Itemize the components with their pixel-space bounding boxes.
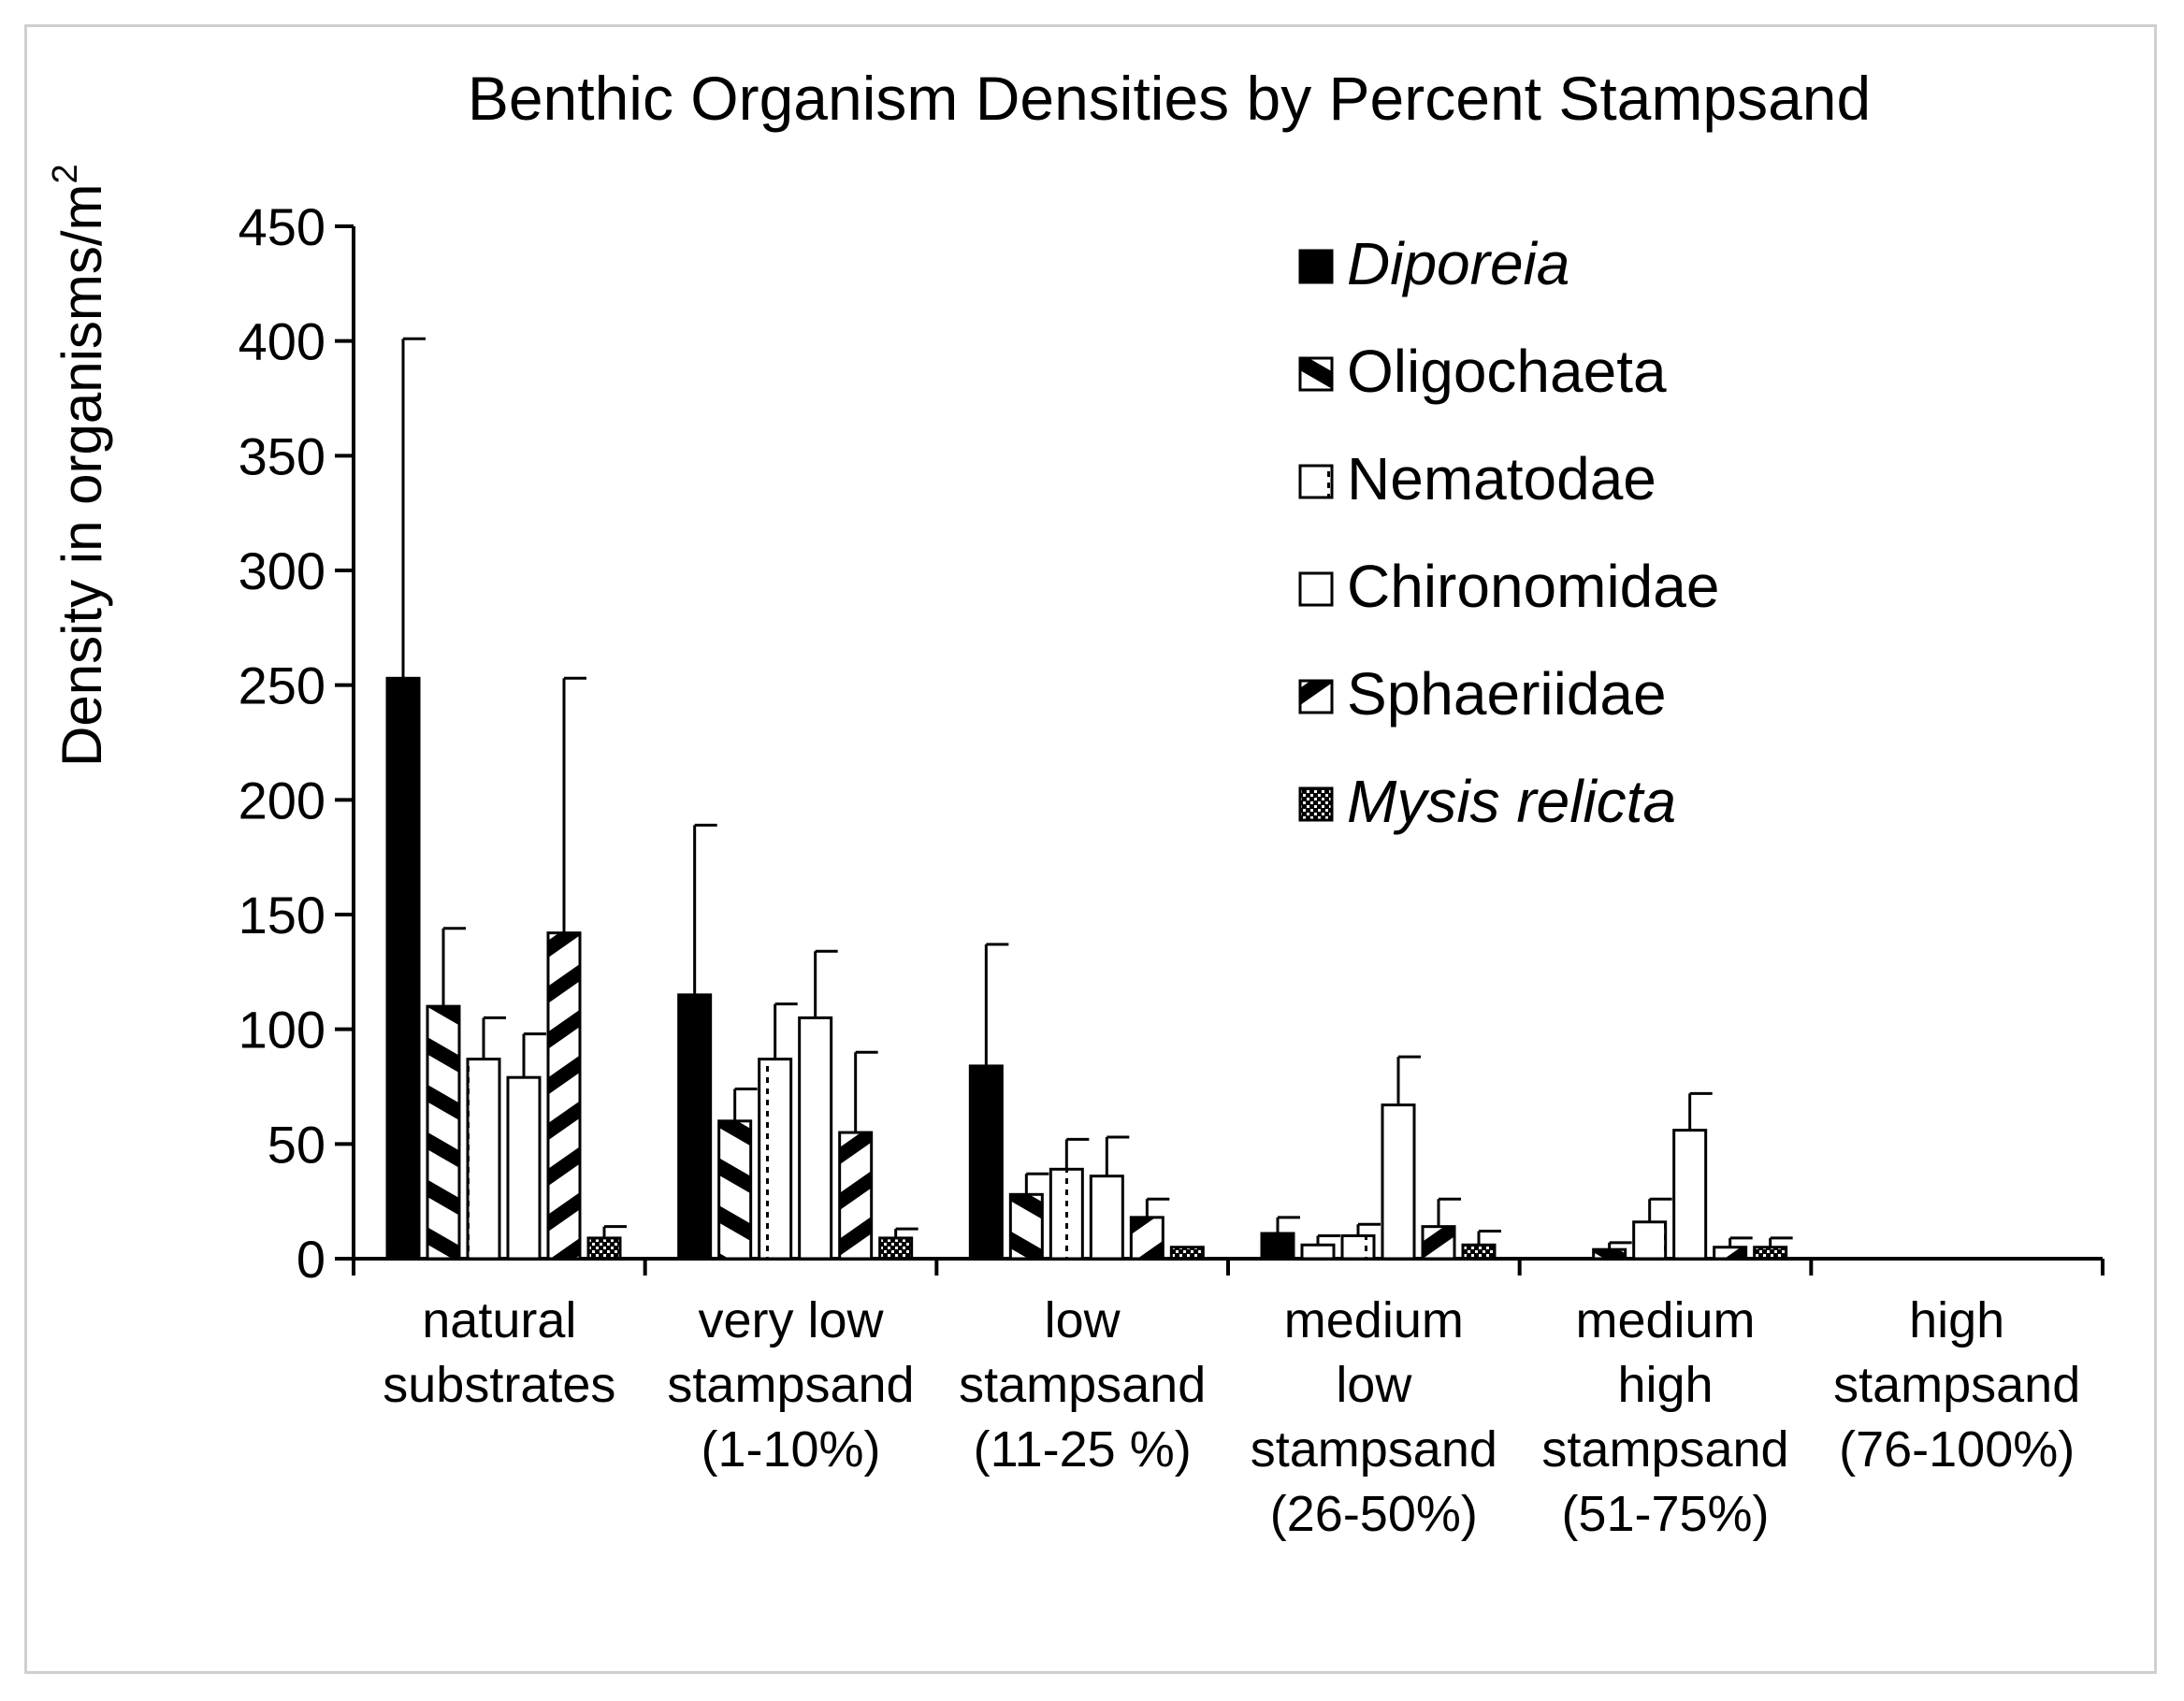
x-category-label-line: low bbox=[1045, 1292, 1121, 1348]
y-axis-label-text: Density in organisms/m bbox=[51, 183, 113, 767]
x-category-label: high stampsand (76-100%) bbox=[1833, 1292, 2080, 1478]
bar-oligochaeta bbox=[1008, 1192, 1044, 1261]
legend-label-nematodae: Nematodae bbox=[1347, 445, 1656, 512]
x-category-label-line: stampsand bbox=[1833, 1357, 2080, 1413]
legend: Diporeia Oligochaeta Nematodae Chironomidae… bbox=[1298, 230, 1719, 835]
y-axis-label-superscript: 2 bbox=[46, 164, 85, 183]
legend-label-oligochaeta: Oligochaeta bbox=[1347, 338, 1667, 405]
y-tick-label: 50 bbox=[268, 1115, 325, 1174]
x-category-label: very low stampsand (1-10%) bbox=[667, 1292, 914, 1478]
bar-nematodae bbox=[1049, 1167, 1084, 1261]
x-category-label-line: medium bbox=[1284, 1292, 1464, 1348]
chart-frame bbox=[24, 24, 2157, 1674]
bar-diporeia bbox=[385, 676, 421, 1261]
y-tick-label: 100 bbox=[239, 1001, 325, 1060]
x-category-label-line: stampsand bbox=[959, 1357, 1206, 1413]
bar-mysis-relicta bbox=[1753, 1246, 1788, 1261]
x-category-label-line: natural bbox=[422, 1292, 576, 1348]
x-category-label: medium high stampsand (51-75%) bbox=[1541, 1292, 1788, 1542]
bar-chironomidae bbox=[1089, 1175, 1124, 1261]
y-tick-label: 450 bbox=[239, 197, 325, 256]
x-axis: natural substrates very low stampsand (1-10%… bbox=[352, 1257, 2104, 1542]
y-tick-label: 400 bbox=[239, 312, 325, 371]
x-category-label-line: substrates bbox=[383, 1357, 615, 1413]
x-category-label: natural substrates bbox=[383, 1292, 615, 1413]
bar-nematodae bbox=[758, 1058, 793, 1261]
x-category-label-line: high bbox=[1909, 1292, 2004, 1348]
x-category-label-line: (11-25 %) bbox=[974, 1421, 1192, 1478]
y-tick-label: 250 bbox=[239, 656, 325, 715]
y-tick-label: 150 bbox=[239, 886, 325, 944]
bar-chironomidae bbox=[1672, 1129, 1708, 1261]
x-category-label-line: high bbox=[1617, 1357, 1713, 1413]
bar-oligochaeta bbox=[717, 1119, 753, 1261]
bar-diporeia bbox=[1260, 1232, 1295, 1261]
bars-layer bbox=[385, 676, 1788, 1261]
x-category-label-line: low bbox=[1336, 1357, 1412, 1413]
bar-sphaeriidae bbox=[838, 1131, 874, 1261]
x-category-label: medium low stampsand (26-50%) bbox=[1251, 1292, 1497, 1542]
x-category-label-line: stampsand bbox=[1251, 1421, 1497, 1478]
y-tick-label: 300 bbox=[239, 541, 325, 600]
bar-mysis-relicta bbox=[1461, 1243, 1497, 1261]
x-category-label-line: (51-75%) bbox=[1561, 1486, 1769, 1542]
bar-chironomidae bbox=[506, 1075, 542, 1261]
bar-diporeia bbox=[677, 993, 713, 1261]
bar-chironomidae bbox=[798, 1016, 833, 1261]
y-axis-label: Density in organisms/m2 bbox=[46, 164, 113, 767]
x-category-label-line: (26-50%) bbox=[1270, 1486, 1478, 1542]
bar-oligochaeta bbox=[426, 1004, 461, 1261]
bar-nematodae bbox=[1632, 1220, 1668, 1261]
bar-mysis-relicta bbox=[1169, 1246, 1205, 1261]
error-bars-layer bbox=[401, 337, 1793, 1250]
legend-label-sphaeriidae: Sphaeriidae bbox=[1347, 660, 1667, 728]
legend-swatch-diporeia bbox=[1298, 249, 1334, 284]
bar-chironomidae bbox=[1381, 1103, 1416, 1261]
y-axis: 0 50 100 150 200 250 300 350 400 450 bbox=[239, 197, 355, 1289]
bar-mysis-relicta bbox=[878, 1236, 914, 1261]
x-category-label-line: (76-100%) bbox=[1839, 1421, 2075, 1478]
x-category-label-line: (1-10%) bbox=[701, 1421, 880, 1478]
y-tick-label: 0 bbox=[297, 1230, 325, 1289]
legend-label-mysis-relicta: Mysis relicta bbox=[1347, 768, 1676, 835]
bar-mysis-relicta bbox=[586, 1236, 622, 1261]
bar-oligochaeta bbox=[1592, 1247, 1627, 1261]
y-tick-label: 350 bbox=[239, 426, 325, 485]
bar-nematodae bbox=[1340, 1233, 1376, 1261]
bar-sphaeriidae bbox=[1129, 1216, 1164, 1261]
legend-swatch-mysis-relicta bbox=[1298, 786, 1334, 822]
chart-title: Benthic Organism Densities by Percent St… bbox=[468, 64, 1871, 133]
bar-sphaeriidae bbox=[1713, 1246, 1748, 1261]
y-tick-label: 200 bbox=[239, 771, 325, 829]
x-category-label-line: stampsand bbox=[1541, 1421, 1788, 1478]
x-category-label: low stampsand (11-25 %) bbox=[959, 1292, 1206, 1478]
legend-swatch-oligochaeta bbox=[1298, 356, 1334, 392]
legend-swatch-chironomidae bbox=[1298, 571, 1334, 607]
x-category-label-line: medium bbox=[1575, 1292, 1755, 1348]
bar-sphaeriidae bbox=[546, 931, 582, 1261]
x-category-label-line: very low bbox=[698, 1292, 884, 1348]
bar-diporeia bbox=[968, 1064, 1004, 1261]
legend-label-chironomidae: Chironomidae bbox=[1347, 553, 1719, 620]
x-category-label-line: stampsand bbox=[667, 1357, 914, 1413]
legend-label-diporeia: Diporeia bbox=[1347, 230, 1569, 297]
bar-sphaeriidae bbox=[1421, 1225, 1456, 1261]
legend-swatch-nematodae bbox=[1298, 464, 1334, 499]
bar-oligochaeta bbox=[1300, 1243, 1336, 1261]
bar-nematodae bbox=[466, 1058, 501, 1261]
legend-swatch-sphaeriidae bbox=[1298, 679, 1334, 714]
